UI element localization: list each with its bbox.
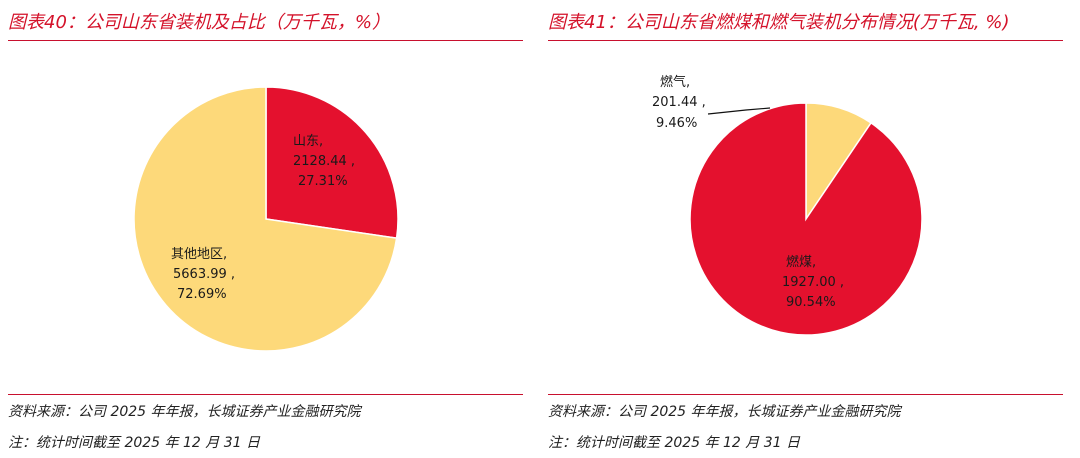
chart-panel-left: 图表40：公司山东省装机及占比（万千瓦，%） 山东, 2128.44 , 27.… — [8, 0, 523, 458]
slice-label-name: 其他地区, — [171, 247, 227, 262]
slice-label-name: 燃气, — [660, 74, 690, 90]
chart-title: 图表40：公司山东省装机及占比（万千瓦，%） — [8, 12, 391, 33]
pie-slice — [689, 102, 923, 336]
footnote: 注：统计时间截至 2025 年 12 月 31 日 — [548, 435, 800, 451]
slice-label-value: 1927.00 , — [782, 275, 844, 290]
slice-label-value: 201.44 , — [652, 95, 706, 110]
leader-line — [707, 107, 771, 115]
chart-title: 图表41：公司山东省燃煤和燃气装机分布情况(万千瓦, %) — [548, 12, 1010, 33]
footer-divider — [548, 394, 1063, 395]
slice-label-name: 山东, — [293, 134, 323, 149]
footer-divider — [8, 394, 523, 395]
slice-label-pct: 27.31% — [298, 174, 348, 189]
slice-label-pct: 72.69% — [177, 287, 227, 302]
title-divider — [548, 40, 1063, 41]
title-divider — [8, 40, 523, 41]
pie-slice — [133, 86, 398, 352]
chart-panel-right: 图表41：公司山东省燃煤和燃气装机分布情况(万千瓦, %) 燃气, 201.44… — [548, 0, 1063, 458]
pie-chart-coal-gas-share: 燃气, 201.44 , 9.46% 燃煤, 1927.00 , 90.54% — [652, 74, 923, 336]
slice-label-value: 2128.44 , — [293, 154, 355, 169]
source-note: 资料来源：公司 2025 年年报，长城证券产业金融研究院 — [548, 404, 901, 420]
slice-label-pct: 90.54% — [786, 295, 836, 310]
slice-label-name: 燃煤, — [786, 254, 816, 270]
slice-label-value: 5663.99 , — [173, 267, 235, 282]
pie-chart-shandong-share: 山东, 2128.44 , 27.31% 其他地区, 5663.99 , 72.… — [133, 86, 399, 352]
pie-slice — [265, 86, 399, 239]
footnote: 注：统计时间截至 2025 年 12 月 31 日 — [8, 435, 260, 451]
source-note: 资料来源：公司 2025 年年报，长城证券产业金融研究院 — [8, 404, 361, 420]
slice-label-pct: 9.46% — [656, 116, 697, 131]
